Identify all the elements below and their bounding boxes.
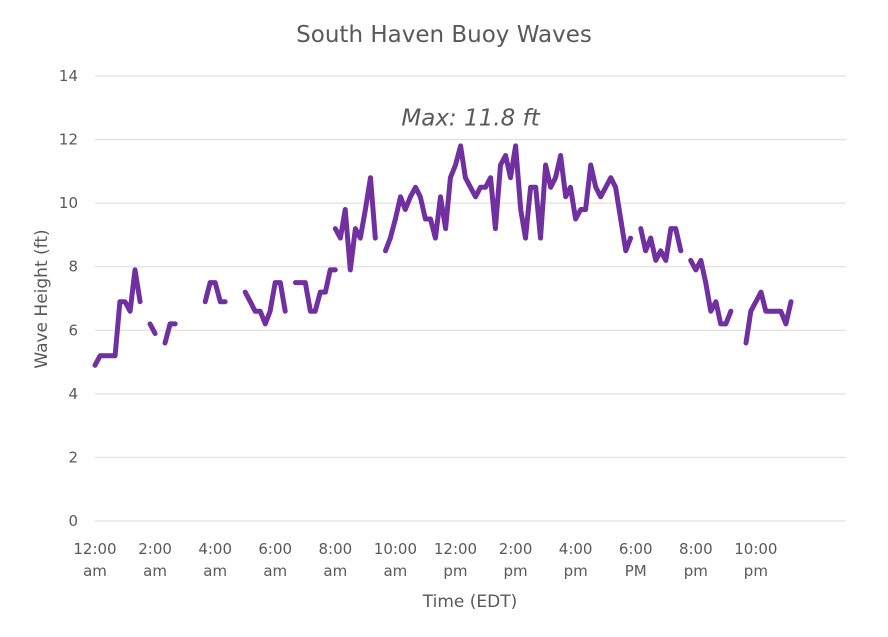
x-tick-label-period: am <box>203 562 227 580</box>
series-segment-7 <box>332 175 378 273</box>
y-tick-label: 12 <box>59 131 78 149</box>
x-tick-label-time: 8:00 <box>318 540 352 558</box>
x-tick: 10:00 pm <box>734 540 777 580</box>
y-tick-label: 8 <box>68 258 78 276</box>
gridlines <box>95 75 846 522</box>
x-tick: 6:00 am <box>258 540 292 580</box>
series-segment-10 <box>688 257 734 327</box>
y-axis-title: Wave Height (ft) <box>32 229 52 368</box>
x-tick-label-time: 4:00 <box>198 540 232 558</box>
x-tick-label-time: 4:00 <box>559 540 593 558</box>
series-segment-11 <box>743 289 794 346</box>
max-annotation: Max: 11.8 ft <box>401 105 540 131</box>
x-tick: 4:00 am <box>198 540 232 580</box>
y-tick-label: 10 <box>59 194 78 212</box>
x-tick-label-period: pm <box>443 562 467 580</box>
x-tick-label-period: am <box>83 562 107 580</box>
x-tick: 12:00 am <box>73 540 116 580</box>
y-tick-label: 0 <box>68 512 78 530</box>
x-tick-label-time: 2:00 <box>499 540 533 558</box>
x-tick-label-period: pm <box>564 562 588 580</box>
x-tick: 4:00 pm <box>559 540 593 580</box>
x-tick-label-time: 10:00 <box>734 540 777 558</box>
x-tick-label-time: 6:00 <box>258 540 292 558</box>
series-segment-3 <box>162 321 178 346</box>
x-axis-ticks: 12:00am2:00am4:00am6:00am8:00am10:00am12… <box>73 540 777 580</box>
x-tick: 2:00 am <box>138 540 172 580</box>
x-tick-label-time: 8:00 <box>679 540 713 558</box>
x-tick-label-period: pm <box>503 562 527 580</box>
y-tick-label: 6 <box>68 321 78 339</box>
x-tick-label-period: am <box>143 562 167 580</box>
series-segment-5 <box>242 280 288 327</box>
y-axis-ticks: 0 2 4 6 8 10 12 14 <box>59 67 78 530</box>
series-segment-1 <box>92 267 143 368</box>
series-segment-2 <box>147 321 158 336</box>
series-segment-6 <box>292 267 338 314</box>
x-tick-label-period: pm <box>744 562 768 580</box>
x-tick-label-period: am <box>323 562 347 580</box>
x-axis-title: Time (EDT) <box>422 592 518 612</box>
x-tick-label-time: 12:00 <box>73 540 116 558</box>
x-tick-label-time: 10:00 <box>374 540 417 558</box>
x-tick: 6:00 PM <box>619 540 653 580</box>
y-tick-label: 4 <box>68 385 78 403</box>
x-tick: 10:00 am <box>374 540 417 580</box>
x-tick: 8:00 pm <box>679 540 713 580</box>
y-tick-label: 14 <box>59 67 78 85</box>
x-tick-label-period: am <box>383 562 407 580</box>
series-segment-4 <box>202 280 228 305</box>
series-segment-9 <box>638 226 684 263</box>
y-tick-label: 2 <box>68 448 78 466</box>
x-tick-label-period: pm <box>684 562 708 580</box>
x-tick-label-period: PM <box>625 562 647 580</box>
series-segment-8 <box>383 143 634 254</box>
x-tick-label-time: 6:00 <box>619 540 653 558</box>
x-tick-label-time: 12:00 <box>434 540 477 558</box>
chart-title: South Haven Buoy Waves <box>296 22 592 48</box>
x-tick: 12:00 pm <box>434 540 477 580</box>
x-tick-label-time: 2:00 <box>138 540 172 558</box>
x-tick: 8:00 am <box>318 540 352 580</box>
wave-height-series <box>92 143 794 368</box>
x-tick-label-period: am <box>263 562 287 580</box>
x-tick: 2:00 pm <box>499 540 533 580</box>
